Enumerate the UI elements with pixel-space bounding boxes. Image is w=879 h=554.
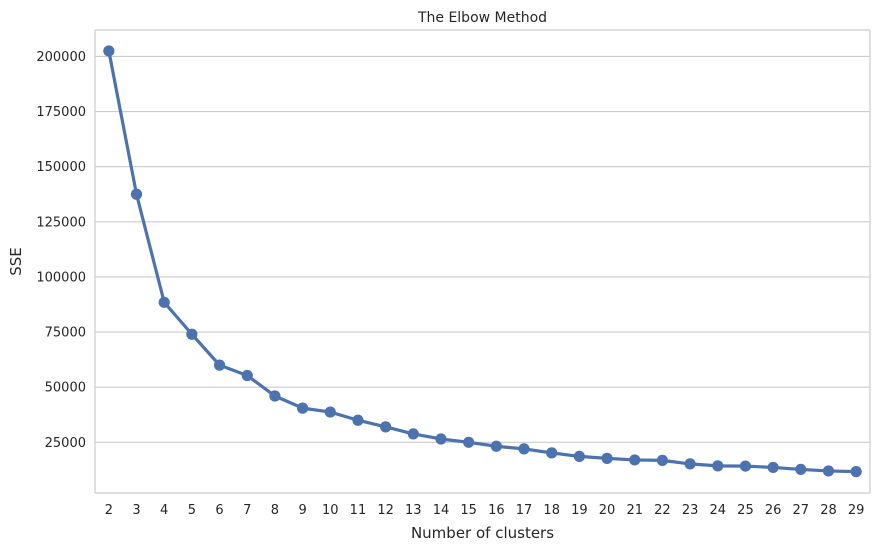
data-point <box>324 406 336 418</box>
x-tick-label: 23 <box>682 503 699 518</box>
data-point <box>656 454 669 466</box>
y-tick-label: 50000 <box>45 381 86 396</box>
data-point <box>712 460 724 472</box>
data-point <box>186 328 198 340</box>
y-tick-label: 25000 <box>45 436 86 451</box>
x-tick-label: 11 <box>350 503 367 518</box>
x-tick-label: 27 <box>793 503 810 518</box>
data-point <box>463 436 475 448</box>
x-tick-label: 9 <box>298 503 306 518</box>
x-tick-label: 26 <box>765 503 782 518</box>
x-tick-label: 3 <box>132 503 140 518</box>
x-tick-label: 12 <box>377 503 394 518</box>
x-tick-label: 24 <box>709 503 726 518</box>
data-point <box>407 428 419 440</box>
x-tick-label: 15 <box>460 503 477 518</box>
data-point <box>850 466 862 478</box>
data-point <box>546 447 558 459</box>
plot-background <box>95 30 870 493</box>
sse-line <box>107 49 858 474</box>
data-point <box>629 454 641 466</box>
data-point <box>241 369 253 382</box>
y-tick-labels: 25000 50000 75000 100000 125000 150000 175000 2… <box>36 50 86 451</box>
y-tick-label: 150000 <box>36 160 86 175</box>
x-tick-labels: 2 3 4 5 6 7 8 9 10 11 12 13 14 15 16 17 18 19 20 21 22 23 24 25… <box>105 503 865 518</box>
data-point <box>352 414 364 426</box>
x-tick-label: 28 <box>820 503 837 518</box>
y-tick-label: 100000 <box>36 270 86 285</box>
x-tick-label: 18 <box>543 503 560 518</box>
x-tick-label: 10 <box>322 503 339 518</box>
y-tick-label: 75000 <box>45 326 86 341</box>
x-tick-label: 14 <box>433 503 450 518</box>
data-point <box>684 458 696 470</box>
x-tick-label: 29 <box>848 503 865 518</box>
data-point <box>130 188 143 200</box>
x-tick-label: 22 <box>654 503 671 518</box>
y-tick-label: 175000 <box>36 105 86 120</box>
y-tick-label: 125000 <box>36 215 86 230</box>
x-tick-label: 20 <box>599 503 616 518</box>
x-tick-label: 16 <box>488 503 505 518</box>
x-tick-label: 19 <box>571 503 588 518</box>
x-tick-label: 25 <box>737 503 754 518</box>
data-point <box>518 443 530 455</box>
data-point <box>380 421 392 433</box>
x-tick-label: 8 <box>271 503 279 518</box>
x-tick-label: 6 <box>215 503 223 518</box>
sse-series <box>103 45 862 478</box>
x-tick-label: 5 <box>188 503 196 518</box>
data-point <box>795 463 807 476</box>
data-point <box>739 460 752 472</box>
data-point <box>296 402 309 414</box>
x-axis-label: Number of clusters <box>411 524 554 542</box>
data-point <box>103 45 115 57</box>
x-tick-label: 21 <box>626 503 643 518</box>
chart-title: The Elbow Method <box>417 10 547 26</box>
data-point <box>158 296 170 308</box>
data-point <box>490 440 502 452</box>
x-tick-label: 13 <box>405 503 422 518</box>
data-point <box>213 359 226 371</box>
data-point <box>822 465 835 477</box>
grid-lines <box>95 55 870 443</box>
y-tick-label: 200000 <box>36 50 86 65</box>
x-tick-label: 2 <box>105 503 113 518</box>
data-point <box>435 433 447 445</box>
x-tick-label: 17 <box>516 503 533 518</box>
data-point <box>601 452 613 464</box>
data-point <box>767 461 779 474</box>
x-tick-label: 4 <box>160 503 168 518</box>
y-axis-label: SSE <box>7 247 25 276</box>
plot-frame <box>94 29 871 494</box>
data-point <box>269 390 281 402</box>
x-tick-label: 7 <box>243 503 251 518</box>
data-point <box>573 450 585 463</box>
